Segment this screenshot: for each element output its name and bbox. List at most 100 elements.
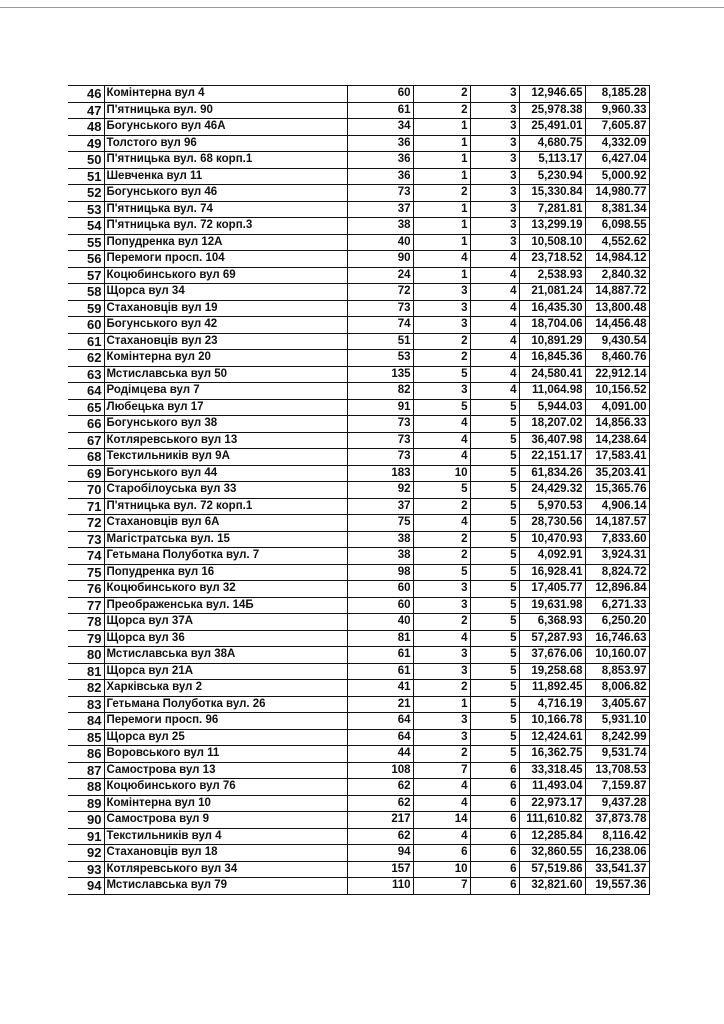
amount-1-cell: 17,405.77 <box>518 580 586 598</box>
value-3-cell: 5 <box>469 728 520 746</box>
table-row: 76 Коцюбинського вул 32 60 3 5 17,405.77 12,89… <box>68 580 650 598</box>
table-row: 83 Гетьмана Полуботка вул. 26 21 1 5 4,716.19… <box>68 695 650 713</box>
address-cell: Текстильників вул 4 <box>103 827 348 845</box>
value-3-cell: 5 <box>469 695 520 713</box>
row-number-cell: 71 <box>68 497 105 515</box>
amount-2-cell: 8,116.42 <box>584 827 650 845</box>
address-cell: П'ятницька вул. 74 <box>103 200 348 218</box>
value-3-cell: 4 <box>469 316 520 334</box>
value-3-cell: 5 <box>469 431 520 449</box>
amount-1-cell: 25,978.38 <box>518 101 586 119</box>
value-2-cell: 5 <box>412 365 471 383</box>
row-number-cell: 46 <box>68 85 105 103</box>
value-2-cell: 14 <box>412 811 471 829</box>
value-2-cell: 5 <box>412 481 471 499</box>
value-2-cell: 1 <box>412 200 471 218</box>
address-cell: Комінтерна вул 20 <box>103 349 348 367</box>
address-cell: Харківська вул 2 <box>103 679 348 697</box>
amount-2-cell: 5,000.92 <box>584 167 650 185</box>
value-2-cell: 3 <box>412 596 471 614</box>
amount-2-cell: 3,924.31 <box>584 547 650 565</box>
value-3-cell: 5 <box>469 613 520 631</box>
value-2-cell: 2 <box>412 101 471 119</box>
value-2-cell: 6 <box>412 844 471 862</box>
value-1-cell: 37 <box>346 200 414 218</box>
value-1-cell: 60 <box>346 580 414 598</box>
value-3-cell: 5 <box>469 398 520 416</box>
row-number-cell: 62 <box>68 349 105 367</box>
value-3-cell: 6 <box>469 844 520 862</box>
table-row: 69 Богунського вул 44 183 10 5 61,834.26 35,20… <box>68 464 650 482</box>
value-2-cell: 1 <box>412 217 471 235</box>
value-1-cell: 135 <box>346 365 414 383</box>
row-number-cell: 72 <box>68 514 105 532</box>
value-1-cell: 37 <box>346 497 414 515</box>
value-1-cell: 73 <box>346 415 414 433</box>
address-cell: Гетьмана Полуботка вул. 7 <box>103 547 348 565</box>
table-row: 54 П'ятницька вул. 72 корп.3 38 1 3 13,299.19… <box>68 217 650 235</box>
table-row: 82 Харківська вул 2 41 2 5 11,892.45 8,006.82 <box>68 679 650 697</box>
amount-2-cell: 7,159.87 <box>584 778 650 796</box>
value-2-cell: 3 <box>412 299 471 317</box>
address-cell: Родімцева вул 7 <box>103 382 348 400</box>
row-number-cell: 77 <box>68 596 105 614</box>
value-2-cell: 2 <box>412 184 471 202</box>
row-number-cell: 52 <box>68 184 105 202</box>
row-number-cell: 85 <box>68 728 105 746</box>
amount-1-cell: 37,676.06 <box>518 646 586 664</box>
address-cell: Щорса вул 37А <box>103 613 348 631</box>
table-row: 93 Котляревського вул 34 157 10 6 57,519.86 33… <box>68 860 650 878</box>
value-3-cell: 3 <box>469 200 520 218</box>
value-3-cell: 5 <box>469 679 520 697</box>
amount-1-cell: 6,368.93 <box>518 613 586 631</box>
address-cell: Комінтерна вул 4 <box>103 85 348 103</box>
amount-1-cell: 32,860.55 <box>518 844 586 862</box>
amount-2-cell: 19,557.36 <box>584 877 650 895</box>
address-cell: Гетьмана Полуботка вул. 26 <box>103 695 348 713</box>
value-2-cell: 1 <box>412 695 471 713</box>
value-2-cell: 2 <box>412 530 471 548</box>
row-number-cell: 53 <box>68 200 105 218</box>
amount-2-cell: 10,156.52 <box>584 382 650 400</box>
amount-1-cell: 19,631.98 <box>518 596 586 614</box>
value-2-cell: 7 <box>412 761 471 779</box>
table-row: 86 Воровського вул 11 44 2 5 16,362.75 9,531.7… <box>68 745 650 763</box>
value-3-cell: 5 <box>469 464 520 482</box>
amount-1-cell: 4,680.75 <box>518 134 586 152</box>
value-1-cell: 92 <box>346 481 414 499</box>
row-number-cell: 65 <box>68 398 105 416</box>
amount-1-cell: 5,113.17 <box>518 151 586 169</box>
row-number-cell: 58 <box>68 283 105 301</box>
table-row: 75 Попудренка вул 16 98 5 5 16,928.41 8,824.72 <box>68 563 650 581</box>
address-cell: Попудренка вул 16 <box>103 563 348 581</box>
value-2-cell: 4 <box>412 431 471 449</box>
value-3-cell: 5 <box>469 563 520 581</box>
value-1-cell: 94 <box>346 844 414 862</box>
amount-2-cell: 22,912.14 <box>584 365 650 383</box>
row-number-cell: 59 <box>68 299 105 317</box>
address-cell: П'ятницька вул. 90 <box>103 101 348 119</box>
address-cell: Преображенська вул. 14Б <box>103 596 348 614</box>
address-cell: Магістратська вул. 15 <box>103 530 348 548</box>
value-2-cell: 1 <box>412 266 471 284</box>
value-2-cell: 4 <box>412 778 471 796</box>
row-number-cell: 89 <box>68 794 105 812</box>
amount-1-cell: 22,973.17 <box>518 794 586 812</box>
address-cell: Мстиславська вул 50 <box>103 365 348 383</box>
amount-1-cell: 11,493.04 <box>518 778 586 796</box>
table-row: 73 Магістратська вул. 15 38 2 5 10,470.93 7,83… <box>68 530 650 548</box>
address-cell: Перемоги просп. 104 <box>103 250 348 268</box>
value-1-cell: 61 <box>346 101 414 119</box>
amount-1-cell: 33,318.45 <box>518 761 586 779</box>
amount-2-cell: 12,896.84 <box>584 580 650 598</box>
amount-1-cell: 61,834.26 <box>518 464 586 482</box>
value-2-cell: 1 <box>412 233 471 251</box>
row-number-cell: 69 <box>68 464 105 482</box>
row-number-cell: 68 <box>68 448 105 466</box>
row-number-cell: 51 <box>68 167 105 185</box>
address-cell: Щорса вул 36 <box>103 629 348 647</box>
amount-2-cell: 8,006.82 <box>584 679 650 697</box>
table-row: 55 Попудренка вул 12А 40 1 3 10,508.10 4,552.6… <box>68 233 650 251</box>
value-2-cell: 3 <box>412 728 471 746</box>
table-row: 60 Богунського вул 42 74 3 4 18,704.06 14,456.… <box>68 316 650 334</box>
